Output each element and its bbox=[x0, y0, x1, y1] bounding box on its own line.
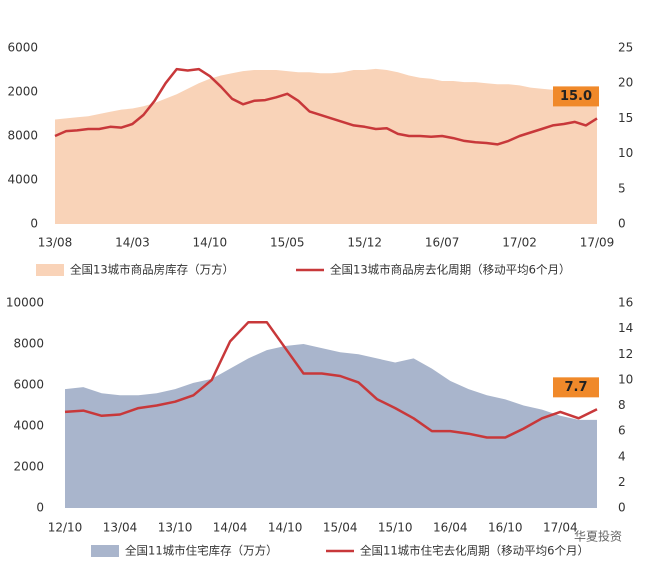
y2-tick-label: 5 bbox=[618, 181, 626, 195]
annotation-box bbox=[553, 86, 599, 107]
y2-tick-label: 4 bbox=[618, 449, 626, 463]
x-tick-label: 15/04 bbox=[323, 521, 358, 535]
y-tick-label: 10000 bbox=[6, 296, 44, 310]
y2-tick-label: 15 bbox=[618, 111, 633, 125]
y-tick-label: 4000 bbox=[13, 419, 44, 433]
x-tick-label: 14/10 bbox=[193, 236, 228, 250]
y2-tick-label: 10 bbox=[618, 146, 633, 160]
legend-label: 全国13城市商品房去化周期（移动平均6个月） bbox=[330, 263, 570, 277]
x-tick-label: 13/10 bbox=[158, 521, 193, 535]
y2-tick-label: 14 bbox=[618, 321, 633, 335]
line bbox=[54, 67, 598, 146]
y2-tick-label: 0 bbox=[618, 217, 626, 231]
x-tick-label: 12/10 bbox=[48, 521, 83, 535]
y-tick-label: 8000 bbox=[7, 129, 38, 143]
area bbox=[65, 344, 597, 508]
y2-tick-label: 8 bbox=[618, 398, 626, 412]
x-tick-label: 15/05 bbox=[270, 236, 305, 250]
x-tick-label: 13/04 bbox=[103, 521, 138, 535]
x-tick-label: 16/04 bbox=[433, 521, 468, 535]
x-tick-label: 14/10 bbox=[268, 521, 303, 535]
x-tick-label: 15/10 bbox=[378, 521, 413, 535]
legend-label: 全国13城市商品房库存（万方） bbox=[70, 263, 234, 277]
y2-tick-label: 0 bbox=[618, 501, 626, 515]
legend-swatch bbox=[36, 264, 64, 276]
area bbox=[55, 68, 597, 225]
y2-tick-label: 16 bbox=[618, 296, 633, 310]
y-tick-label: 4000 bbox=[7, 173, 38, 187]
x-tick-label: 15/12 bbox=[347, 236, 382, 250]
annotation-box bbox=[553, 377, 599, 398]
legend-label: 全国11城市住宅去化周期（移动平均6个月） bbox=[360, 544, 589, 558]
x-tick-label: 17/02 bbox=[502, 236, 537, 250]
y-tick-label: 2000 bbox=[7, 85, 38, 99]
y-tick-label: 0 bbox=[36, 501, 44, 515]
y-tick-label: 6000 bbox=[7, 41, 38, 55]
annotation-label: 7.7 bbox=[564, 380, 587, 395]
y2-tick-label: 20 bbox=[618, 76, 633, 90]
y2-tick-label: 2 bbox=[618, 475, 626, 489]
x-tick-label: 14/03 bbox=[115, 236, 150, 250]
x-tick-label: 16/07 bbox=[425, 236, 460, 250]
y-tick-label: 2000 bbox=[13, 460, 44, 474]
x-tick-label: 13/08 bbox=[38, 236, 73, 250]
x-tick-label: 16/10 bbox=[488, 521, 523, 535]
y2-tick-label: 12 bbox=[618, 347, 633, 361]
y-tick-label: 6000 bbox=[13, 378, 44, 392]
y2-tick-label: 6 bbox=[618, 424, 626, 438]
y2-tick-label: 10 bbox=[618, 372, 633, 386]
y2-tick-label: 25 bbox=[618, 41, 633, 55]
y-tick-label: 0 bbox=[30, 217, 38, 231]
annotation-label: 15.0 bbox=[560, 89, 592, 104]
x-tick-label: 17/04 bbox=[543, 521, 578, 535]
x-tick-label: 17/09 bbox=[580, 236, 615, 250]
line bbox=[64, 320, 598, 439]
legend-label: 全国11城市住宅库存（万方） bbox=[125, 544, 278, 558]
legend-swatch bbox=[91, 545, 119, 557]
y-tick-label: 8000 bbox=[13, 337, 44, 351]
x-tick-label: 14/04 bbox=[213, 521, 248, 535]
watermark: 华夏投资 bbox=[574, 529, 622, 544]
